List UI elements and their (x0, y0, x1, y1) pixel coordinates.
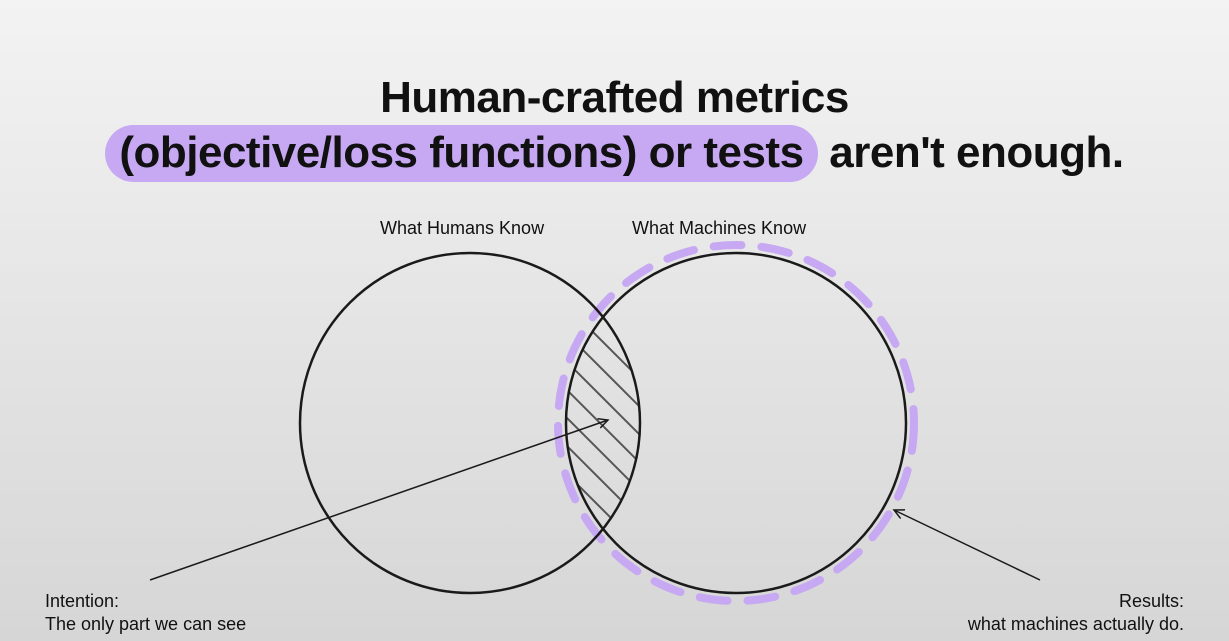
venn-circle-right (566, 253, 906, 593)
annotation-left-subtitle: The only part we can see (45, 613, 246, 636)
venn-right-dashed-ring (558, 245, 914, 601)
venn-diagram (0, 0, 1229, 641)
venn-intersection-hatch (250, 0, 956, 641)
annotation-right-title: Results: (968, 590, 1184, 613)
annotation-left-title: Intention: (45, 590, 246, 613)
annotation-right: Results: what machines actually do. (968, 590, 1184, 637)
annotation-right-subtitle: what machines actually do. (968, 613, 1184, 636)
venn-circle-left (300, 253, 640, 593)
slide-stage: Human-crafted metrics (objective/loss fu… (0, 0, 1229, 641)
annotation-arrow-left (150, 420, 608, 580)
annotation-left: Intention: The only part we can see (45, 590, 246, 637)
annotation-arrow-right (894, 510, 1040, 580)
